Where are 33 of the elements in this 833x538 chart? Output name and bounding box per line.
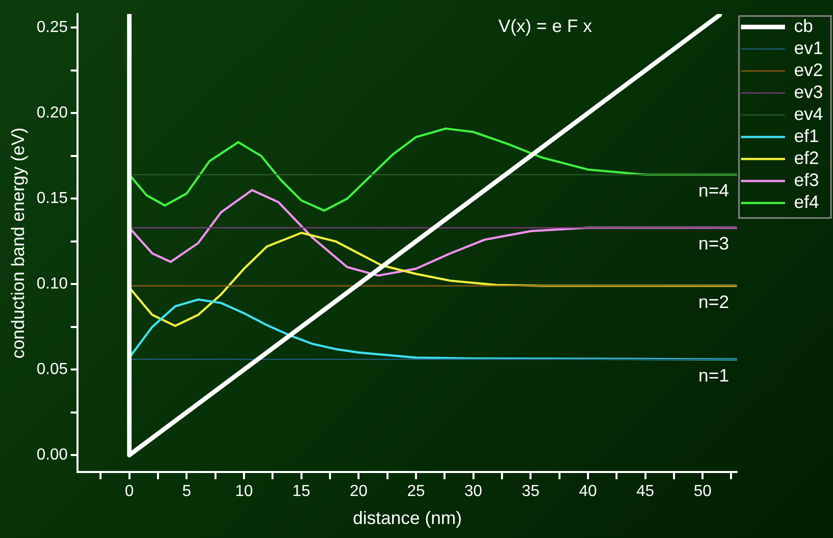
legend-label: ev2 — [794, 60, 824, 80]
annotation: n=4 — [698, 180, 729, 201]
x-tick-label: 30 — [464, 483, 482, 500]
legend-label: ef1 — [794, 126, 820, 146]
y-tick-label: 0.25 — [36, 19, 68, 36]
x-tick-label: 35 — [522, 483, 540, 500]
legend-label: ev1 — [794, 38, 824, 58]
legend-label: cb — [794, 16, 813, 36]
x-tick-label: 15 — [292, 483, 310, 500]
legend-label: ef3 — [794, 170, 820, 190]
y-tick-label: 0.10 — [36, 276, 68, 293]
annotation: n=3 — [698, 234, 729, 254]
x-tick-label: 45 — [636, 483, 654, 500]
x-tick-label: 50 — [694, 483, 712, 500]
x-tick-label: 40 — [579, 483, 597, 500]
x-tick-label: 0 — [124, 483, 134, 500]
y-tick-label: 0.00 — [36, 446, 68, 464]
legend-label: ef2 — [794, 148, 820, 168]
x-tick-label: 5 — [182, 483, 192, 500]
y-tick-label: 0.05 — [36, 361, 68, 378]
x-tick-label: 25 — [407, 483, 425, 500]
x-axis-title: distance (nm) — [352, 508, 462, 528]
legend-label: ev4 — [794, 104, 824, 124]
annotation: V(x) = e F x — [498, 16, 592, 36]
annotation: n=1 — [698, 365, 729, 386]
legend-label: ev3 — [794, 82, 824, 102]
y-tick-label: 0.15 — [36, 190, 68, 208]
annotation: n=2 — [698, 292, 729, 312]
x-tick-label: 10 — [235, 483, 253, 500]
legend-label: ef4 — [794, 192, 820, 212]
y-axis-title: conduction band energy (eV) — [8, 128, 28, 359]
x-tick-label: 20 — [350, 483, 368, 500]
y-tick-label: 0.20 — [36, 104, 68, 122]
